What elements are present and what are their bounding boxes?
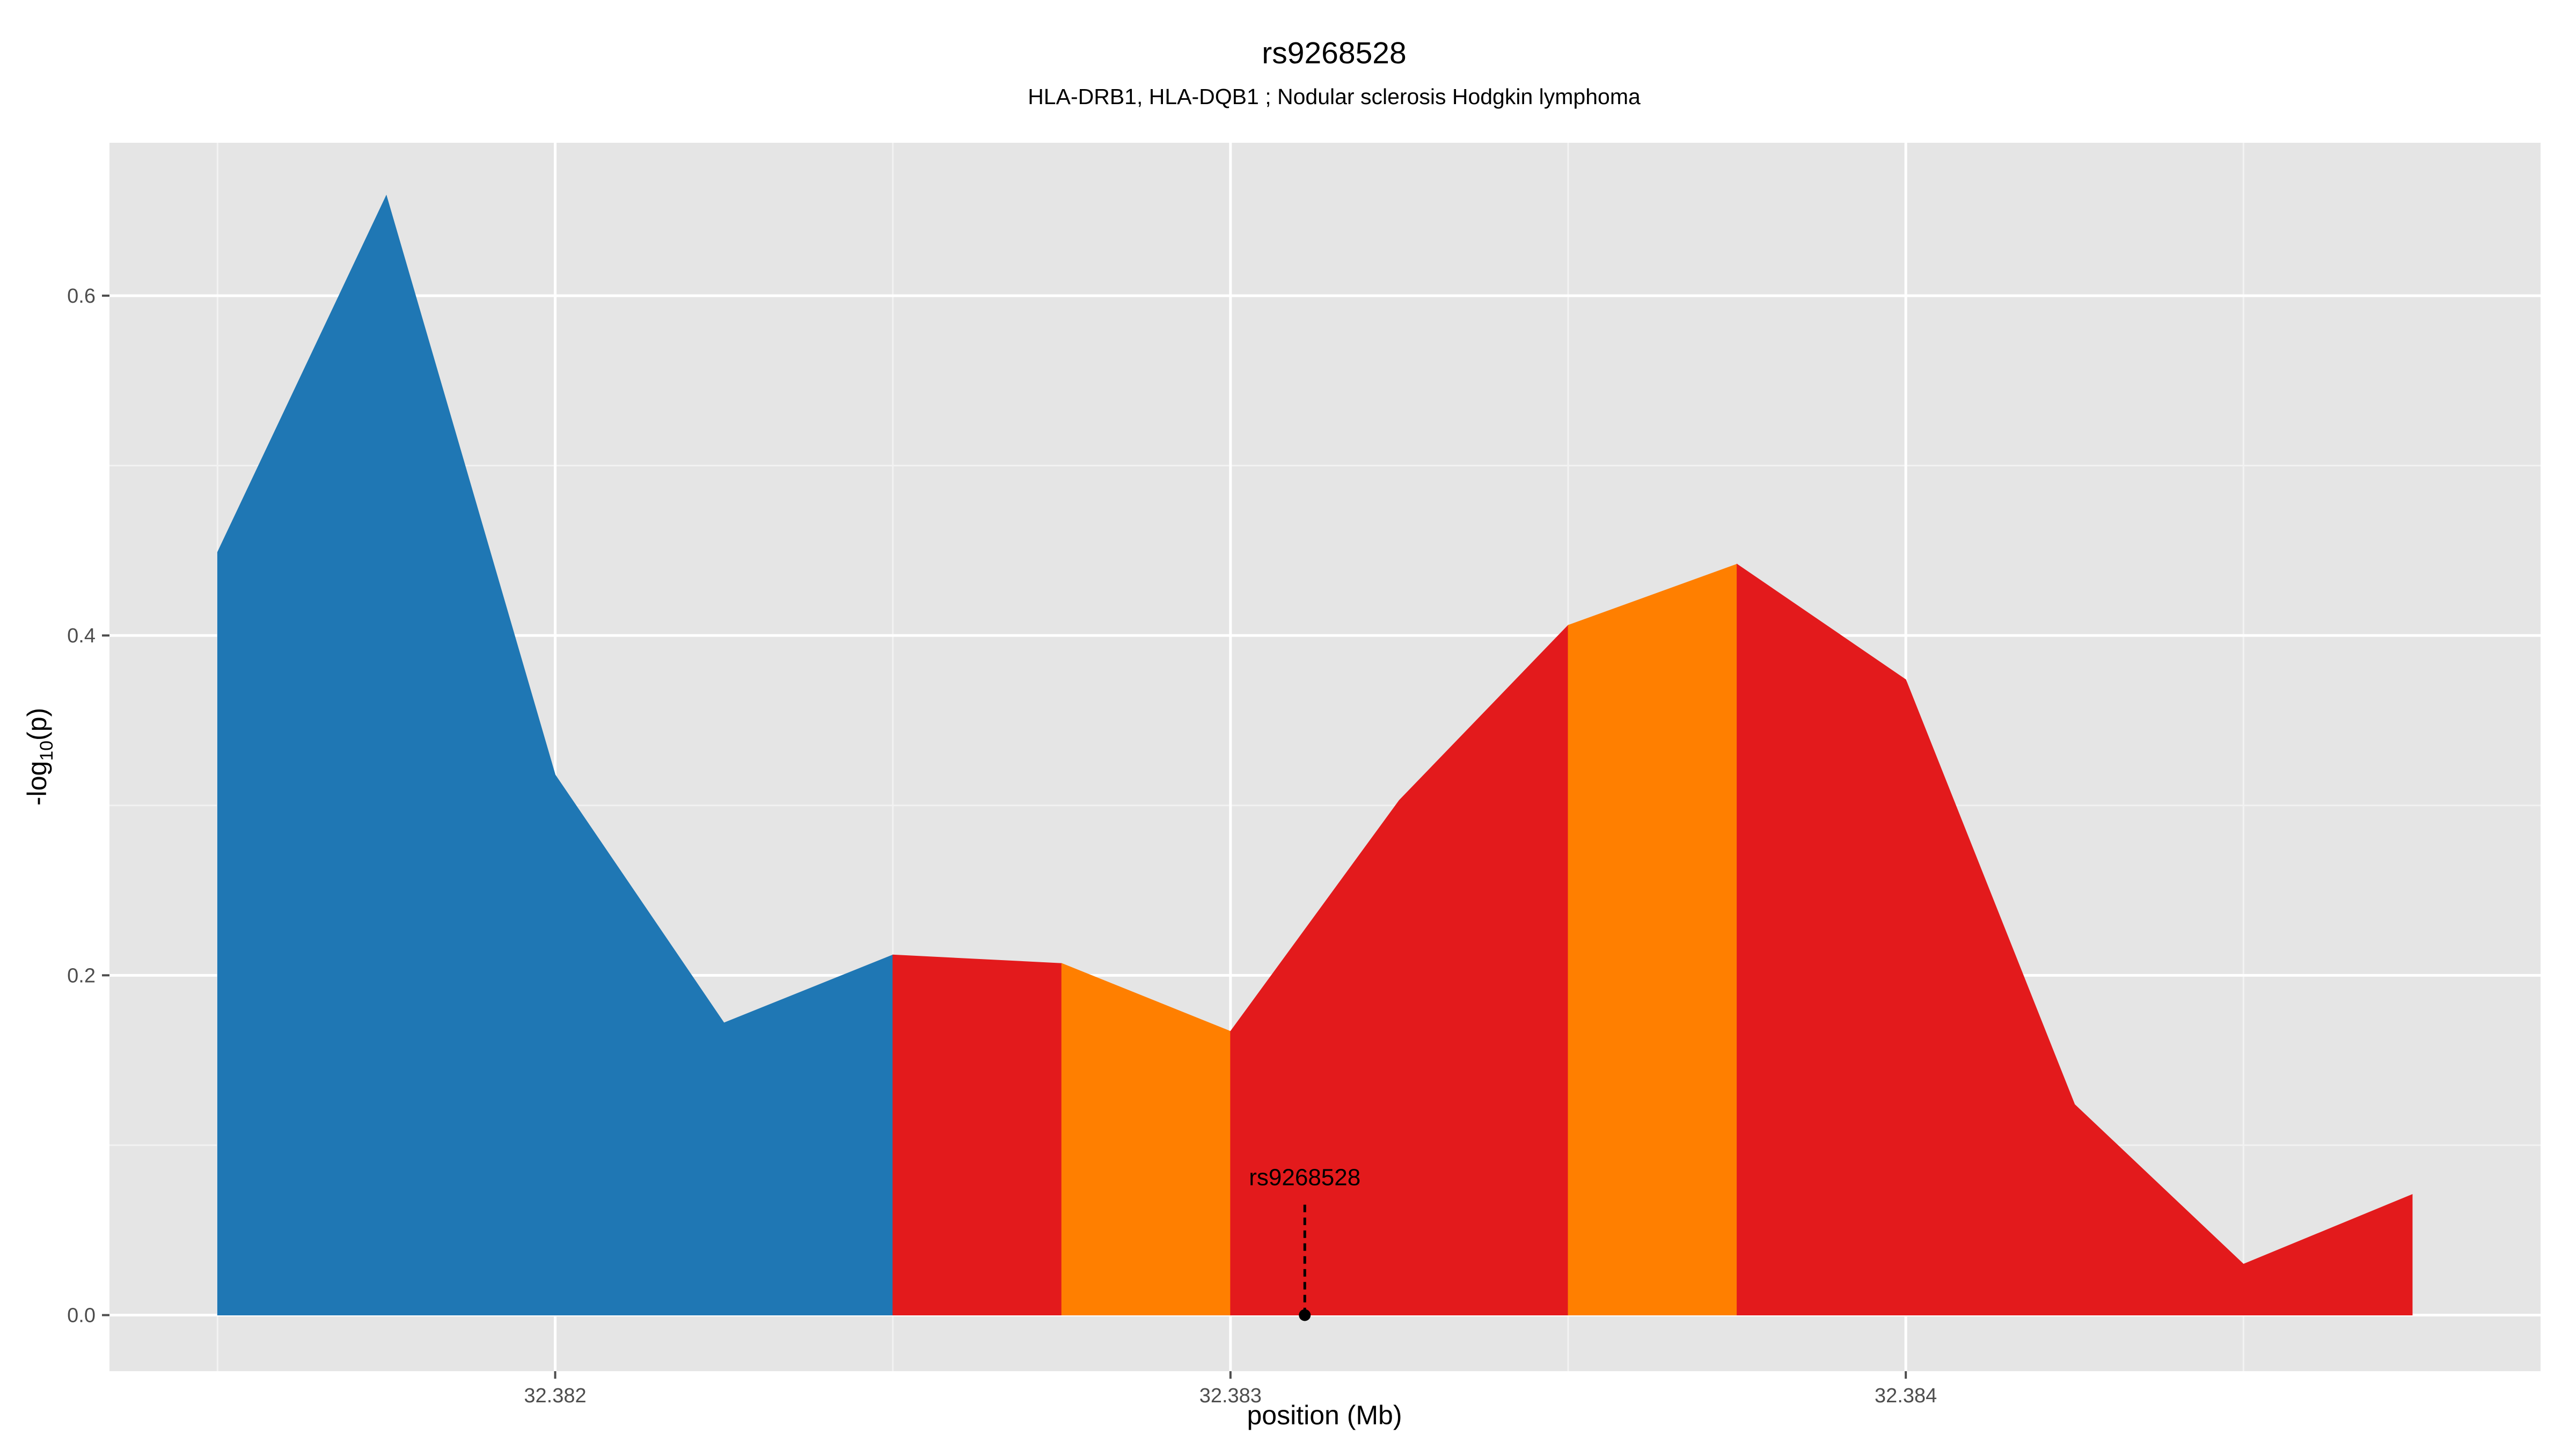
x-axis-title: position (Mb) (1247, 1400, 1402, 1430)
y-tick-label: 0.4 (67, 625, 96, 647)
area-segment-2 (892, 954, 1062, 1316)
x-tick-label: 32.383 (1199, 1385, 1262, 1407)
y-tick-label: 0.2 (67, 964, 96, 987)
area-series (217, 194, 2413, 1316)
y-axis-title: -log10(p) (22, 708, 57, 806)
area-segment-6 (1737, 564, 2413, 1316)
snp-label: rs9268528 (1249, 1165, 1360, 1191)
y-axis: 0.0 0.2 0.4 0.6 (67, 285, 109, 1327)
y-axis-title-subscript: 10 (36, 741, 57, 761)
y-axis-title-tail: (p) (22, 708, 52, 741)
area-segment-5 (1568, 564, 1738, 1316)
chart-title: rs9268528 (1262, 36, 1406, 70)
area-segment-4 (1230, 624, 1569, 1316)
y-tick-label: 0.0 (67, 1305, 96, 1327)
snp-marker-dot (1299, 1309, 1311, 1321)
y-axis-title-main: -log (22, 761, 52, 806)
y-tick-label: 0.6 (67, 285, 96, 308)
x-tick-label: 32.382 (524, 1385, 586, 1407)
x-tick-label: 32.384 (1875, 1385, 1937, 1407)
chart-subtitle: HLA-DRB1, HLA-DQB1 ; Nodular sclerosis H… (1028, 84, 1641, 109)
x-axis: 32.382 32.383 32.384 (524, 1371, 1937, 1407)
snp-annotation: rs9268528 (1249, 1165, 1360, 1321)
